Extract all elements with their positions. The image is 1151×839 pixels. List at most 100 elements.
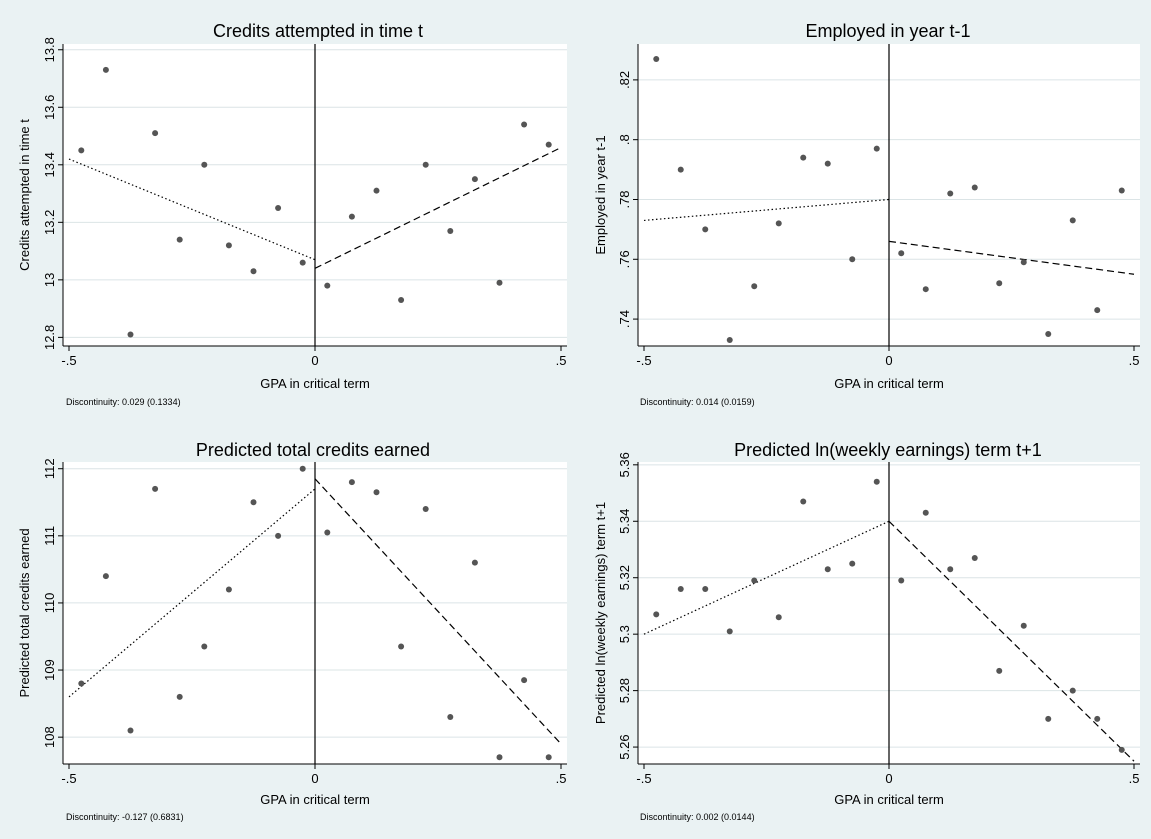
data-point	[996, 667, 1003, 674]
data-point	[422, 505, 429, 512]
data-point	[398, 296, 405, 303]
data-point	[201, 161, 208, 168]
discontinuity-note: Discontinuity: 0.002 (0.0144)	[640, 812, 755, 822]
y-tick-label: .76	[617, 250, 632, 268]
y-axis-label: Credits attempted in time t	[17, 119, 32, 271]
x-tick-label: 0	[885, 771, 892, 786]
y-tick-label: 13.8	[42, 37, 57, 62]
data-point	[1118, 187, 1125, 194]
y-axis-label: Predicted total credits earned	[17, 528, 32, 697]
x-tick-label: -.5	[61, 771, 76, 786]
data-point	[1069, 687, 1076, 694]
data-point	[702, 226, 709, 233]
x-axis-label: GPA in critical term	[834, 792, 944, 807]
y-tick-label: 112	[42, 458, 57, 479]
right-fit-line	[314, 478, 562, 745]
y-tick-label: 5.3	[617, 625, 632, 643]
discontinuity-note: Discontinuity: 0.014 (0.0159)	[640, 397, 755, 407]
data-point	[422, 161, 429, 168]
x-tick-label: -.5	[61, 353, 76, 368]
data-point	[102, 66, 109, 73]
y-axis-label: Predicted ln(weekly earnings) term t+1	[593, 502, 608, 724]
y-tick-label: 13.2	[42, 210, 57, 235]
y-tick-label: 13.4	[42, 152, 57, 177]
data-point	[545, 141, 552, 148]
data-point	[1020, 622, 1027, 629]
data-point	[324, 282, 331, 289]
data-point	[922, 509, 929, 516]
data-point	[702, 586, 709, 593]
panel-title: Predicted ln(weekly earnings) term t+1	[734, 440, 1042, 460]
x-tick-label: 0	[311, 771, 318, 786]
y-tick-label: 5.36	[617, 452, 632, 477]
x-tick-label: .5	[556, 353, 567, 368]
data-point	[1045, 331, 1052, 338]
data-point	[1045, 715, 1052, 722]
data-point	[726, 628, 733, 635]
data-point	[102, 573, 109, 580]
data-point	[1069, 217, 1076, 224]
data-point	[873, 478, 880, 485]
y-tick-label: 5.28	[617, 678, 632, 703]
data-point	[800, 498, 807, 505]
data-point	[373, 187, 380, 194]
data-point	[299, 465, 306, 472]
y-tick-label: 5.34	[617, 509, 632, 534]
data-point	[348, 479, 355, 486]
data-point	[275, 532, 282, 539]
data-point	[653, 55, 660, 62]
left-fit-line	[68, 488, 316, 698]
data-point	[947, 566, 954, 573]
panel-3: 108 109 110 111 112 -.5 0 .5 Predicted total cre…	[17, 440, 567, 822]
discontinuity-note: Discontinuity: 0.029 (0.1334)	[66, 397, 181, 407]
data-point	[545, 754, 552, 761]
data-point	[971, 184, 978, 191]
x-tick-label: -.5	[636, 771, 651, 786]
data-point	[849, 256, 856, 263]
data-point	[250, 268, 257, 275]
data-point	[471, 559, 478, 566]
x-axis-label: GPA in critical term	[834, 376, 944, 391]
data-point	[726, 337, 733, 344]
data-point	[824, 160, 831, 167]
left-fit-line	[643, 198, 890, 222]
data-point	[824, 566, 831, 573]
data-point	[922, 286, 929, 293]
data-point	[898, 577, 905, 584]
data-point	[677, 166, 684, 173]
x-tick-label: .5	[1129, 771, 1140, 786]
x-axis-label: GPA in critical term	[260, 376, 370, 391]
data-point	[78, 147, 85, 154]
y-axis-label: Employed in year t-1	[593, 135, 608, 254]
data-point	[873, 145, 880, 152]
left-fit-line	[68, 158, 316, 261]
data-point	[775, 614, 782, 621]
data-point	[521, 121, 528, 128]
y-tick-label: 111	[42, 526, 57, 546]
data-point	[1020, 259, 1027, 266]
right-fit-line	[314, 147, 562, 269]
data-point	[751, 283, 758, 290]
y-tick-label: .78	[617, 190, 632, 208]
data-point	[201, 643, 208, 650]
y-tick-label: 109	[42, 659, 57, 681]
y-tick-label: .8	[617, 134, 632, 145]
panel-4: 5.26 5.28 5.3 5.32 5.34 5.36 -.5 0 .5 Predicted l…	[593, 440, 1140, 822]
data-point	[1118, 746, 1125, 753]
data-point	[775, 220, 782, 227]
y-tick-label: 108	[42, 726, 57, 748]
data-point	[1094, 715, 1101, 722]
y-tick-label: .82	[617, 71, 632, 89]
x-tick-label: -.5	[636, 353, 651, 368]
data-point	[373, 489, 380, 496]
data-point	[348, 213, 355, 220]
right-fit-line	[888, 520, 1135, 762]
data-point	[225, 242, 232, 249]
panel-title: Predicted total credits earned	[196, 440, 430, 460]
discontinuity-note: Discontinuity: -0.127 (0.6831)	[66, 812, 184, 822]
y-tick-label: 110	[42, 593, 57, 614]
data-point	[275, 204, 282, 211]
y-tick-label: 12.8	[42, 325, 57, 350]
x-tick-label: 0	[311, 353, 318, 368]
